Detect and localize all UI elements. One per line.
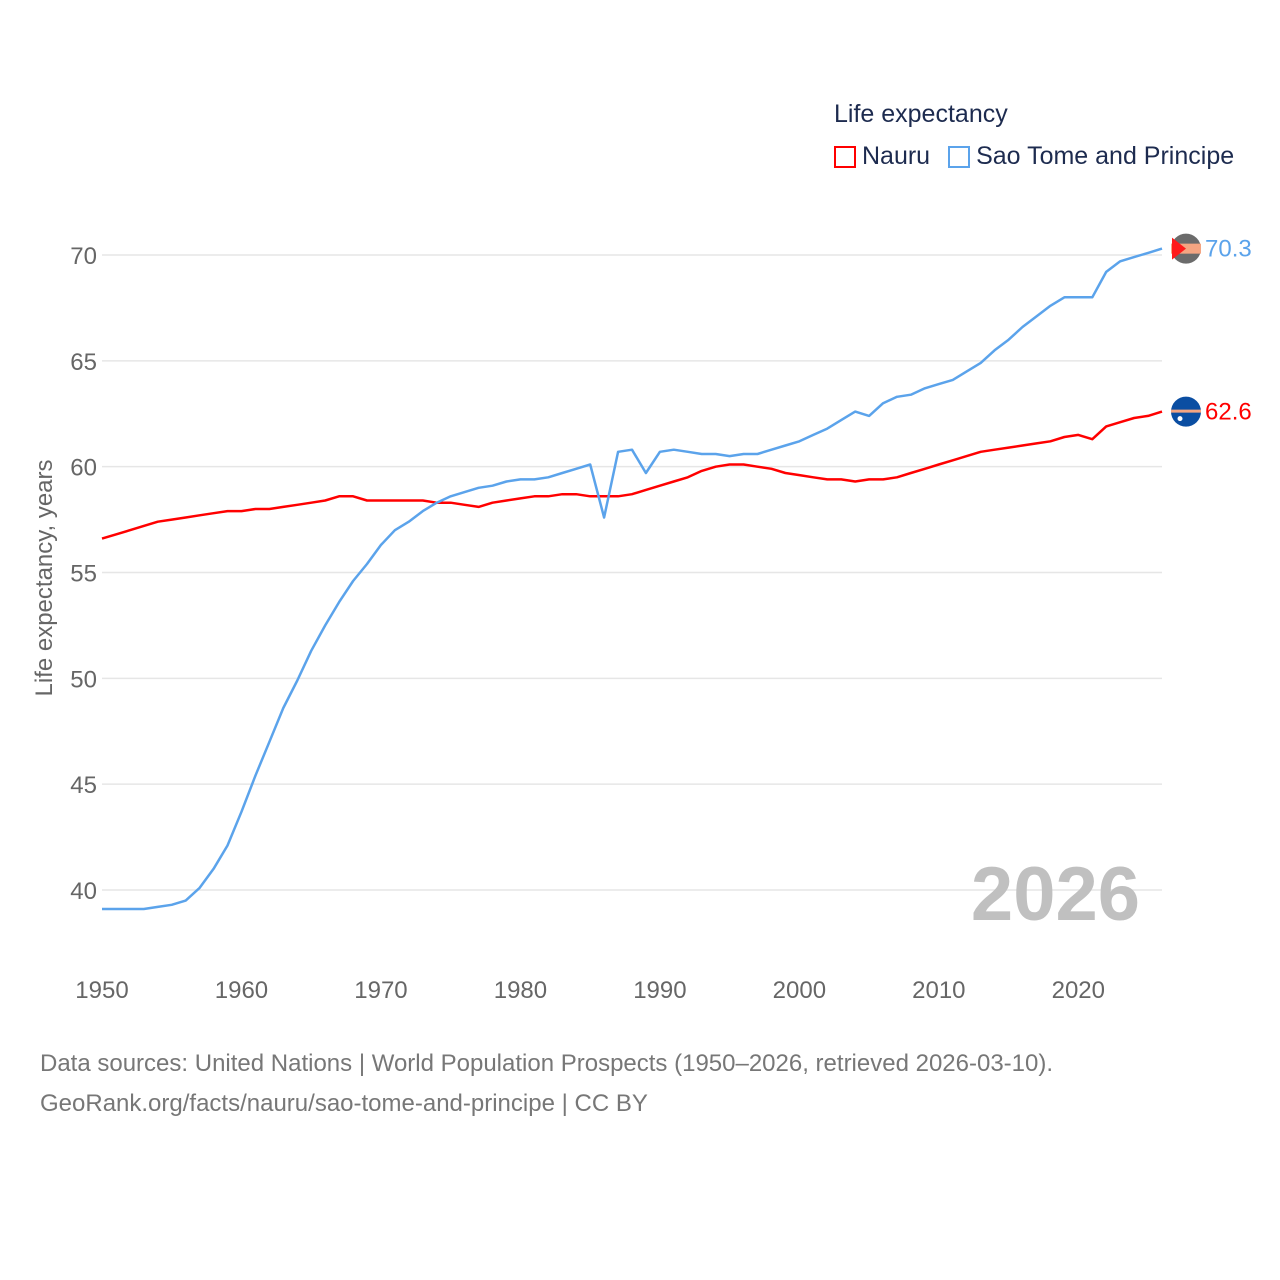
y-tick-label: 65 [70,349,97,376]
legend-swatch-sao-tome [948,145,971,168]
end-value-label: 62.6 [1205,399,1252,426]
y-tick-label: 70 [70,243,97,270]
x-tick-label: 1990 [633,977,686,1004]
y-axis-label: Life expectancy, years [31,459,58,696]
source-line-2: GeoRank.org/facts/nauru/sao-tome-and-pri… [40,1090,648,1117]
y-tick-label: 50 [70,666,97,693]
source-note: Data sources: United Nations | World Pop… [40,1044,1053,1124]
legend-title: Life expectancy [834,100,1008,128]
sao-tome-flag-icon [1171,233,1201,264]
year-watermark: 2026 [971,852,1140,937]
x-tick-label: 1970 [354,977,407,1004]
y-tick-label: 55 [70,561,97,588]
series-line-nauru [101,410,1163,540]
y-tick-label: 45 [70,772,97,799]
legend-item-nauru[interactable]: Nauru [834,142,930,171]
legend: Nauru Sao Tome and Principe [834,142,1234,171]
x-tick-label: 2020 [1052,977,1105,1004]
x-tick-label: 1960 [215,977,268,1004]
x-tick-label: 1950 [75,977,128,1004]
y-tick-label: 60 [70,455,97,482]
legend-label: Sao Tome and Principe [976,142,1235,170]
legend-item-sao-tome[interactable]: Sao Tome and Principe [948,142,1234,171]
y-tick-label: 40 [70,878,97,905]
x-tick-label: 2010 [912,977,965,1004]
nauru-flag-icon [1171,396,1201,427]
source-line-1: Data sources: United Nations | World Pop… [40,1050,1054,1077]
end-value-label: 70.3 [1205,236,1252,263]
legend-label: Nauru [862,142,931,170]
series-line-sao-tome [102,247,1163,911]
x-tick-label: 1980 [494,977,547,1004]
legend-swatch-nauru [834,145,856,168]
x-tick-label: 2000 [773,977,826,1004]
